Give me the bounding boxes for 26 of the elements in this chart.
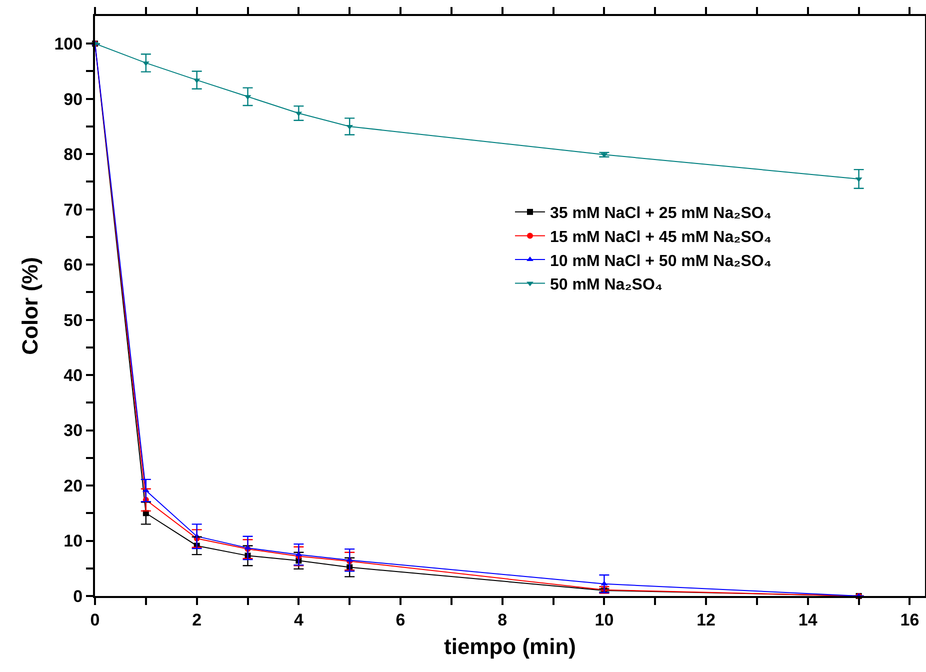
legend-label: 15 mM NaCl + 45 mM Na₂SO₄ [550, 228, 772, 246]
y-axis-title: Color (%) [18, 257, 43, 355]
y-tick-label: 30 [64, 421, 83, 440]
x-axis-title: tiempo (min) [444, 634, 576, 659]
y-tick-label: 20 [64, 476, 83, 496]
y-tick-label: 90 [64, 90, 83, 109]
y-tick-label: 10 [64, 532, 83, 551]
y-tick-label: 60 [64, 256, 83, 275]
y-tick-label: 0 [73, 586, 83, 606]
y-tick-label: 100 [54, 34, 83, 54]
legend-label: 10 mM NaCl + 50 mM Na₂SO₄ [550, 252, 772, 270]
legend-label: 50 mM Na₂SO₄ [550, 276, 663, 294]
legend-label: 35 mM NaCl + 25 mM Na₂SO₄ [550, 205, 772, 222]
x-tick-label: 4 [294, 610, 304, 630]
x-tick-label: 10 [594, 610, 614, 630]
y-tick-label: 40 [64, 366, 83, 385]
x-tick-label: 8 [498, 610, 508, 630]
x-tick-label: 2 [192, 610, 202, 630]
x-tick-label: 14 [798, 610, 818, 630]
x-tick-label: 16 [900, 610, 920, 630]
x-tick-label: 0 [90, 610, 100, 630]
y-tick-label: 80 [64, 145, 83, 164]
x-tick-label: 12 [696, 610, 716, 630]
y-tick-label: 70 [64, 200, 83, 220]
y-tick-label: 50 [64, 310, 83, 330]
x-tick-label: 6 [396, 610, 406, 630]
